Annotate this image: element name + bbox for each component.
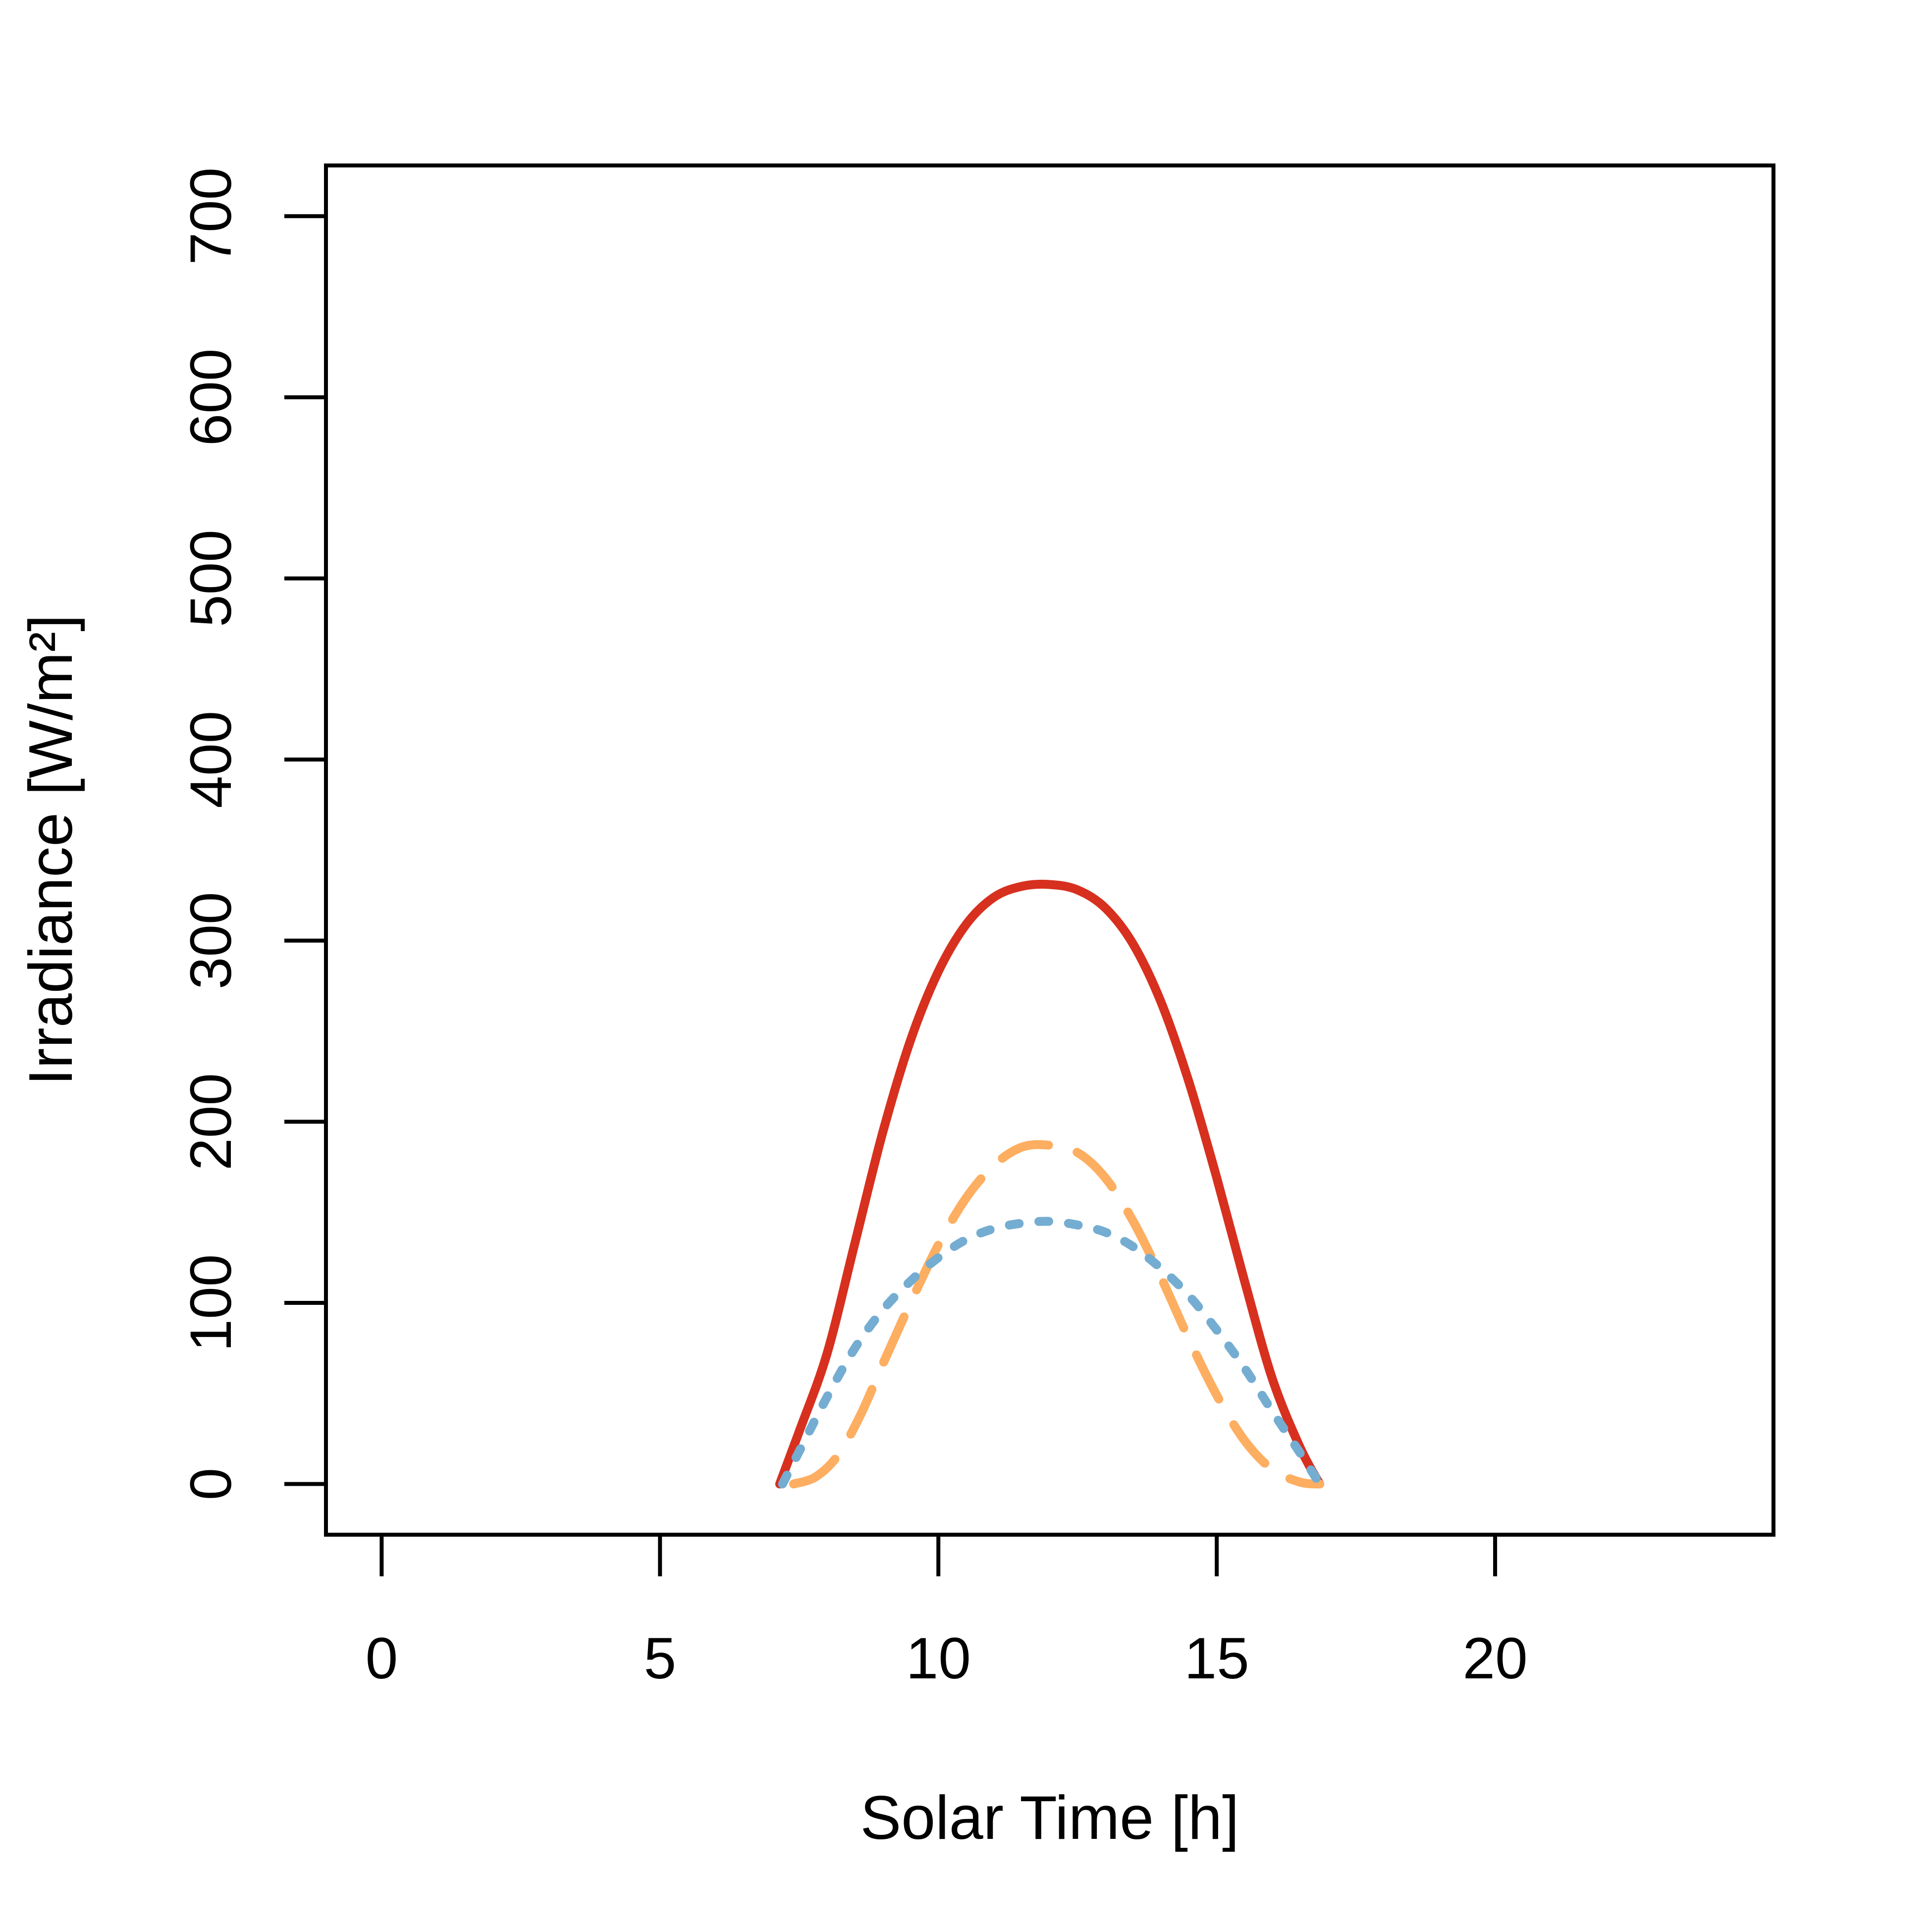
x-tick-label: 15 bbox=[1184, 1626, 1249, 1691]
x-tick-label: 20 bbox=[1462, 1626, 1527, 1691]
y-tick-label: 700 bbox=[178, 167, 244, 265]
y-axis-title: Irradiance [W/m²] bbox=[17, 615, 85, 1086]
x-axis-title: Solar Time [h] bbox=[860, 1784, 1239, 1852]
x-tick-label: 0 bbox=[366, 1626, 398, 1691]
x-axis: 0 5 10 15 20 bbox=[366, 1533, 1528, 1691]
y-tick-label: 500 bbox=[178, 530, 244, 627]
y-axis: 0 100 200 300 400 500 600 700 bbox=[178, 167, 328, 1501]
series-line-solid bbox=[775, 879, 1325, 1489]
series-line-dashed bbox=[789, 1140, 1325, 1489]
y-tick-label: 200 bbox=[178, 1073, 244, 1171]
x-tick-label: 5 bbox=[644, 1626, 676, 1691]
y-tick-label: 100 bbox=[178, 1254, 244, 1352]
x-tick-label: 10 bbox=[906, 1626, 971, 1691]
series-line-dotted bbox=[778, 1217, 1325, 1489]
y-tick-label: 600 bbox=[178, 349, 244, 446]
y-tick-label: 300 bbox=[178, 892, 244, 989]
y-tick-label: 400 bbox=[178, 711, 244, 808]
y-tick-label: 0 bbox=[178, 1468, 244, 1501]
series-layer bbox=[775, 879, 1325, 1489]
